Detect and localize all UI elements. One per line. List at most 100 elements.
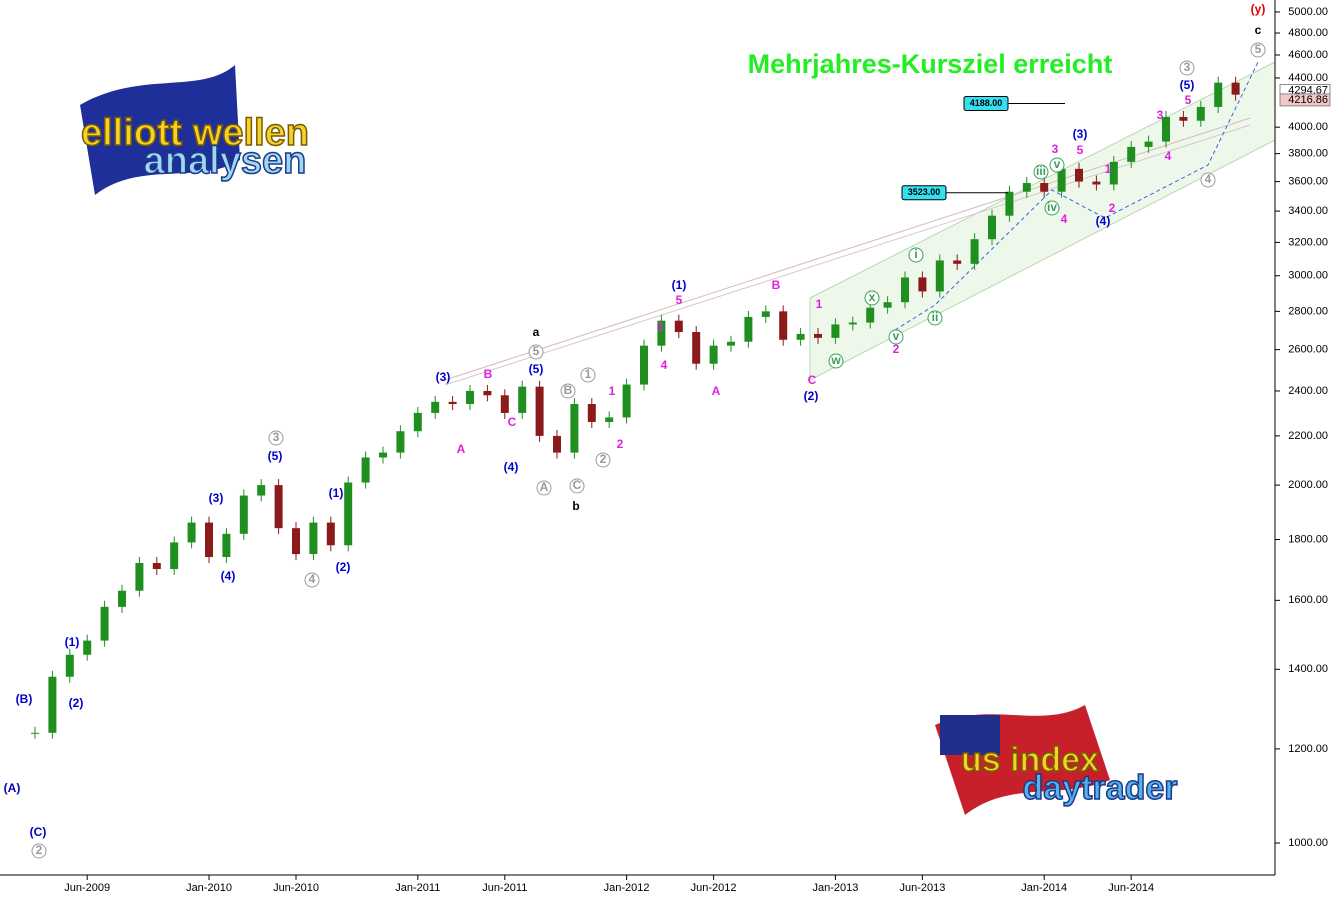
- candle-body: [100, 606, 109, 641]
- candle-body: [396, 431, 405, 453]
- candle-body: [135, 562, 144, 591]
- candle-body: [1144, 141, 1153, 147]
- target-label: 3523.00: [908, 187, 941, 197]
- wave-label: (y): [1251, 2, 1266, 16]
- wave-label: 5: [1255, 42, 1262, 56]
- wave-label: iv: [1047, 200, 1057, 214]
- x-tick-label: Jan-2011: [395, 882, 440, 894]
- wave-label: x: [869, 290, 876, 304]
- candle-body: [848, 322, 857, 325]
- candle-body: [535, 386, 544, 436]
- logo-flag: [80, 65, 240, 195]
- wave-label: (3): [1073, 127, 1088, 141]
- x-tick-label: Jun-2009: [64, 882, 110, 894]
- wave-label: 1: [609, 384, 616, 398]
- candle-body: [483, 390, 492, 396]
- candle-body: [674, 320, 683, 333]
- wave-label: (1): [672, 278, 687, 292]
- logo-text: elliott wellen: [81, 112, 309, 154]
- candle-body: [1127, 146, 1136, 162]
- candle-body: [1179, 116, 1188, 121]
- wave-label: 2: [893, 342, 900, 356]
- candle-body: [1214, 82, 1223, 107]
- wave-circle: [569, 478, 585, 494]
- wave-label: (3): [209, 491, 224, 505]
- y-tick-label: 2200.00: [1288, 430, 1328, 442]
- candle-body: [466, 390, 474, 405]
- wave-label: 4: [1205, 172, 1212, 186]
- wave-label: (3): [436, 370, 451, 384]
- candle-body: [814, 333, 822, 338]
- candle-body: [518, 386, 527, 413]
- wave-label: C: [508, 415, 517, 429]
- candle-body: [83, 640, 92, 655]
- x-tick-label: Jan-2010: [186, 882, 232, 894]
- y-tick-label: 2000.00: [1288, 479, 1328, 491]
- wave-circle: [1179, 60, 1195, 76]
- target-label: 4188.00: [970, 98, 1003, 108]
- y-tick-label: 4600.00: [1288, 49, 1328, 61]
- wave-label: 4: [1061, 212, 1068, 226]
- y-tick-label: 4800.00: [1288, 27, 1328, 39]
- wave-label: C: [808, 373, 817, 387]
- candle-body: [1040, 183, 1049, 192]
- wave-label: (B): [16, 692, 33, 706]
- y-tick-label: 2400.00: [1288, 385, 1328, 397]
- wave-label: 1: [1105, 162, 1112, 176]
- candle-body: [553, 435, 561, 453]
- x-tick-label: Jan-2012: [604, 882, 650, 894]
- wave-label: (A): [4, 781, 21, 795]
- wave-label: (1): [329, 486, 344, 500]
- candle-body: [761, 311, 770, 317]
- candle-body: [970, 239, 979, 264]
- y-tick-label: 3200.00: [1288, 236, 1328, 248]
- wave-label: 1: [585, 367, 592, 381]
- wave-label: 2: [1109, 201, 1116, 215]
- candle-body: [918, 277, 927, 292]
- candle-body: [935, 260, 944, 292]
- wave-path: [894, 61, 1259, 331]
- y-tick-label: 1000.00: [1288, 837, 1328, 849]
- candle-body: [901, 277, 909, 303]
- candle-body: [187, 522, 196, 543]
- y-tick-label: 3400.00: [1288, 205, 1328, 217]
- wave-label: iii: [1036, 164, 1046, 178]
- candle-body: [1196, 106, 1205, 121]
- x-tick-label: Jun-2012: [691, 882, 737, 894]
- candle-body: [831, 324, 840, 338]
- y-tick-label: 1800.00: [1288, 533, 1328, 545]
- x-tick-label: Jan-2013: [812, 882, 858, 894]
- target-box: [963, 95, 1009, 111]
- wave-circle: [1044, 200, 1060, 216]
- candle-body: [326, 522, 335, 546]
- wave-circle: [864, 290, 880, 306]
- trend-line: [444, 117, 1251, 381]
- wave-label: (4): [221, 569, 236, 583]
- candle-body: [1022, 183, 1031, 192]
- candle-body: [309, 522, 318, 555]
- candle-body: [379, 452, 387, 458]
- logo-text: us index: [961, 741, 1099, 779]
- candle-body: [605, 417, 614, 422]
- wave-label: i: [914, 247, 917, 261]
- wave-label: B: [484, 367, 493, 381]
- wave-label: (4): [504, 460, 519, 474]
- wave-circle: [31, 843, 47, 859]
- wave-label: v: [1054, 157, 1061, 171]
- y-tick-label: 3800.00: [1288, 148, 1328, 160]
- wave-circle: [908, 247, 924, 263]
- candle-body: [500, 395, 509, 413]
- x-tick-label: Jun-2010: [273, 882, 319, 894]
- candle-body: [361, 457, 370, 483]
- candle-body: [953, 260, 962, 264]
- wave-label: 5: [676, 293, 683, 307]
- y-tick-label: 4400.00: [1288, 72, 1328, 84]
- chart-title: Mehrjahres-Kursziel erreicht: [748, 49, 1113, 79]
- wave-label: (C): [30, 825, 47, 839]
- candle-body: [118, 590, 126, 607]
- candle-body: [622, 384, 631, 418]
- wave-label: A: [457, 442, 466, 456]
- candle-body: [292, 528, 300, 555]
- wave-label: 5: [1077, 143, 1084, 157]
